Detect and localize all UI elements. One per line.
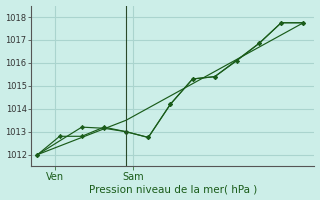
X-axis label: Pression niveau de la mer( hPa ): Pression niveau de la mer( hPa ) [89, 184, 257, 194]
